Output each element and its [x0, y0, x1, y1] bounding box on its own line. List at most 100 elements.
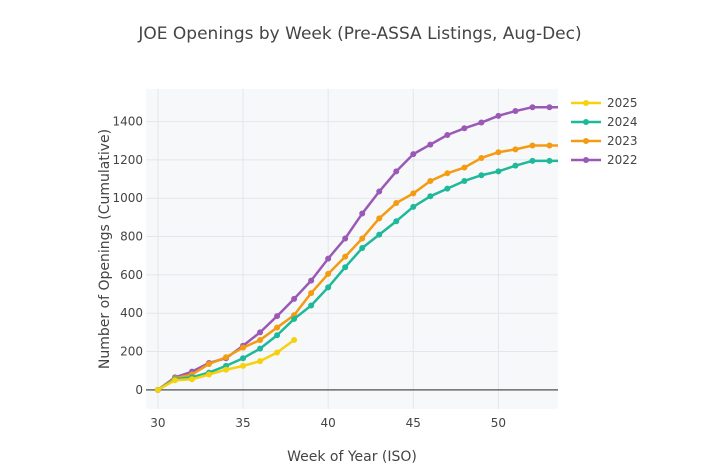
data-point-2023[interactable] — [478, 154, 485, 161]
legend-swatch-marker — [583, 100, 589, 106]
data-point-2022[interactable] — [512, 108, 519, 115]
data-point-2022[interactable] — [325, 255, 332, 262]
x-tick-label: 50 — [491, 416, 506, 430]
y-tick-label: 0 — [135, 383, 143, 397]
data-point-2022[interactable] — [376, 188, 383, 195]
data-point-2024[interactable] — [529, 157, 536, 164]
legend-item-2023[interactable]: 2023 — [571, 134, 638, 148]
data-point-2025[interactable] — [240, 362, 247, 369]
legend-item-2022[interactable]: 2022 — [571, 153, 638, 167]
gridlines — [146, 89, 558, 409]
data-point-2022[interactable] — [444, 131, 451, 138]
data-point-2023[interactable] — [444, 170, 451, 177]
data-point-2023[interactable] — [223, 354, 230, 361]
data-point-2023[interactable] — [240, 344, 247, 351]
data-point-2022[interactable] — [291, 295, 298, 302]
legend-swatch-marker — [583, 119, 589, 125]
data-point-2022[interactable] — [274, 313, 281, 320]
chart-title: JOE Openings by Week (Pre-ASSA Listings,… — [137, 24, 581, 44]
y-tick-label: 1400 — [112, 115, 143, 129]
data-point-2022[interactable] — [308, 277, 315, 284]
data-point-2023[interactable] — [274, 324, 281, 331]
data-point-2023[interactable] — [205, 360, 212, 367]
data-point-2023[interactable] — [427, 177, 434, 184]
data-point-2024[interactable] — [376, 231, 383, 238]
data-point-2025[interactable] — [291, 337, 298, 344]
data-point-2024[interactable] — [512, 162, 519, 169]
data-point-2023[interactable] — [376, 215, 383, 222]
legend-swatch-marker — [583, 157, 589, 163]
data-point-2023[interactable] — [359, 235, 366, 242]
data-point-2025[interactable] — [205, 371, 212, 378]
axis-ticks: 30 35 40 45 50 0 200 400 600 800 1000 1200 1400 — [112, 115, 506, 430]
legend-label: 2022 — [607, 153, 638, 167]
data-point-2023[interactable] — [546, 142, 553, 149]
data-point-2025[interactable] — [274, 349, 281, 356]
data-point-2023[interactable] — [257, 337, 264, 344]
data-point-2022[interactable] — [495, 112, 502, 119]
data-point-2022[interactable] — [359, 210, 366, 217]
legend-swatch-marker — [583, 138, 589, 144]
legend-label: 2023 — [607, 134, 638, 148]
x-axis-title: Week of Year (ISO) — [287, 449, 417, 465]
data-point-2025[interactable] — [257, 358, 264, 365]
legend-item-2024[interactable]: 2024 — [571, 115, 638, 129]
data-point-2024[interactable] — [495, 168, 502, 175]
y-axis-title: Number of Openings (Cumulative) — [97, 129, 113, 369]
data-point-2024[interactable] — [461, 177, 468, 184]
y-tick-label: 600 — [120, 268, 143, 282]
data-point-2025[interactable] — [223, 366, 230, 373]
data-point-2022[interactable] — [461, 125, 468, 132]
data-point-2023[interactable] — [342, 253, 349, 260]
data-point-2023[interactable] — [461, 164, 468, 171]
x-tick-label: 45 — [406, 416, 421, 430]
legend-item-2025[interactable]: 2025 — [571, 96, 638, 110]
x-tick-label: 35 — [235, 416, 250, 430]
y-tick-label: 200 — [120, 345, 143, 359]
data-point-2023[interactable] — [529, 142, 536, 149]
data-point-2022[interactable] — [564, 104, 570, 110]
y-tick-label: 400 — [120, 306, 143, 320]
data-point-2024[interactable] — [325, 284, 332, 291]
data-point-2023[interactable] — [308, 290, 315, 297]
series-layer — [154, 104, 570, 393]
data-point-2023[interactable] — [564, 143, 570, 149]
data-point-2024[interactable] — [427, 193, 434, 200]
data-point-2023[interactable] — [325, 270, 332, 277]
data-point-2022[interactable] — [529, 104, 536, 111]
data-point-2022[interactable] — [546, 104, 553, 111]
data-point-2025[interactable] — [188, 376, 195, 383]
y-tick-label: 1000 — [112, 191, 143, 205]
legend-label: 2024 — [607, 115, 638, 129]
data-point-2023[interactable] — [495, 149, 502, 156]
data-point-2022[interactable] — [257, 329, 264, 336]
data-point-2022[interactable] — [427, 141, 434, 148]
data-point-2023[interactable] — [393, 200, 400, 207]
legend[interactable]: 2025 2024 2023 2022 — [571, 96, 638, 167]
data-point-2025[interactable] — [171, 377, 178, 384]
data-point-2024[interactable] — [274, 332, 281, 339]
data-point-2024[interactable] — [359, 245, 366, 252]
data-point-2024[interactable] — [410, 203, 417, 210]
x-tick-label: 30 — [150, 416, 165, 430]
data-point-2022[interactable] — [393, 168, 400, 175]
data-point-2024[interactable] — [342, 264, 349, 271]
data-point-2023[interactable] — [410, 190, 417, 197]
data-point-2024[interactable] — [393, 218, 400, 225]
data-point-2024[interactable] — [546, 157, 553, 164]
data-point-2022[interactable] — [410, 151, 417, 158]
y-tick-label: 1200 — [112, 153, 143, 167]
data-point-2024[interactable] — [444, 185, 451, 192]
data-point-2024[interactable] — [564, 158, 570, 164]
data-point-2025[interactable] — [154, 386, 161, 393]
data-point-2024[interactable] — [257, 345, 264, 352]
y-tick-label: 800 — [120, 230, 143, 244]
data-point-2024[interactable] — [291, 315, 298, 322]
data-point-2022[interactable] — [478, 119, 485, 126]
data-point-2023[interactable] — [512, 146, 519, 153]
data-point-2024[interactable] — [240, 355, 247, 362]
data-point-2024[interactable] — [478, 172, 485, 179]
data-point-2024[interactable] — [308, 302, 315, 309]
data-point-2022[interactable] — [342, 235, 349, 242]
